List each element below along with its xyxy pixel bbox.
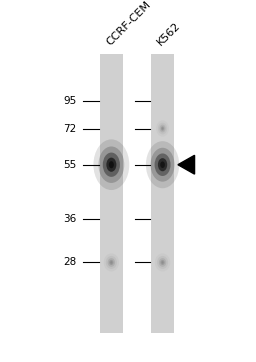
Text: 36: 36 [63,214,77,224]
Ellipse shape [155,253,170,272]
Ellipse shape [108,258,115,267]
Ellipse shape [106,157,116,172]
Ellipse shape [162,261,164,264]
Ellipse shape [156,120,169,137]
Bar [100,54,123,333]
FancyArrow shape [178,155,195,174]
Ellipse shape [106,256,117,269]
Ellipse shape [93,139,129,190]
Ellipse shape [103,152,120,177]
Ellipse shape [159,125,166,132]
Ellipse shape [109,161,114,168]
Text: K562: K562 [155,20,183,47]
Text: CCRF-CEM: CCRF-CEM [104,0,152,47]
Ellipse shape [159,258,166,267]
Ellipse shape [151,148,175,182]
Ellipse shape [104,253,119,272]
Ellipse shape [160,161,165,168]
Ellipse shape [161,260,165,265]
Bar [151,54,174,333]
Ellipse shape [162,127,163,130]
Text: 55: 55 [63,160,77,170]
Text: 28: 28 [63,257,77,268]
Ellipse shape [99,147,124,183]
Ellipse shape [146,141,179,188]
Ellipse shape [155,153,170,176]
Ellipse shape [110,261,112,264]
Ellipse shape [161,126,164,131]
Ellipse shape [158,158,167,171]
Ellipse shape [157,256,168,269]
Ellipse shape [109,260,113,265]
Text: 95: 95 [63,96,77,106]
Ellipse shape [158,123,167,134]
Text: 72: 72 [63,123,77,134]
